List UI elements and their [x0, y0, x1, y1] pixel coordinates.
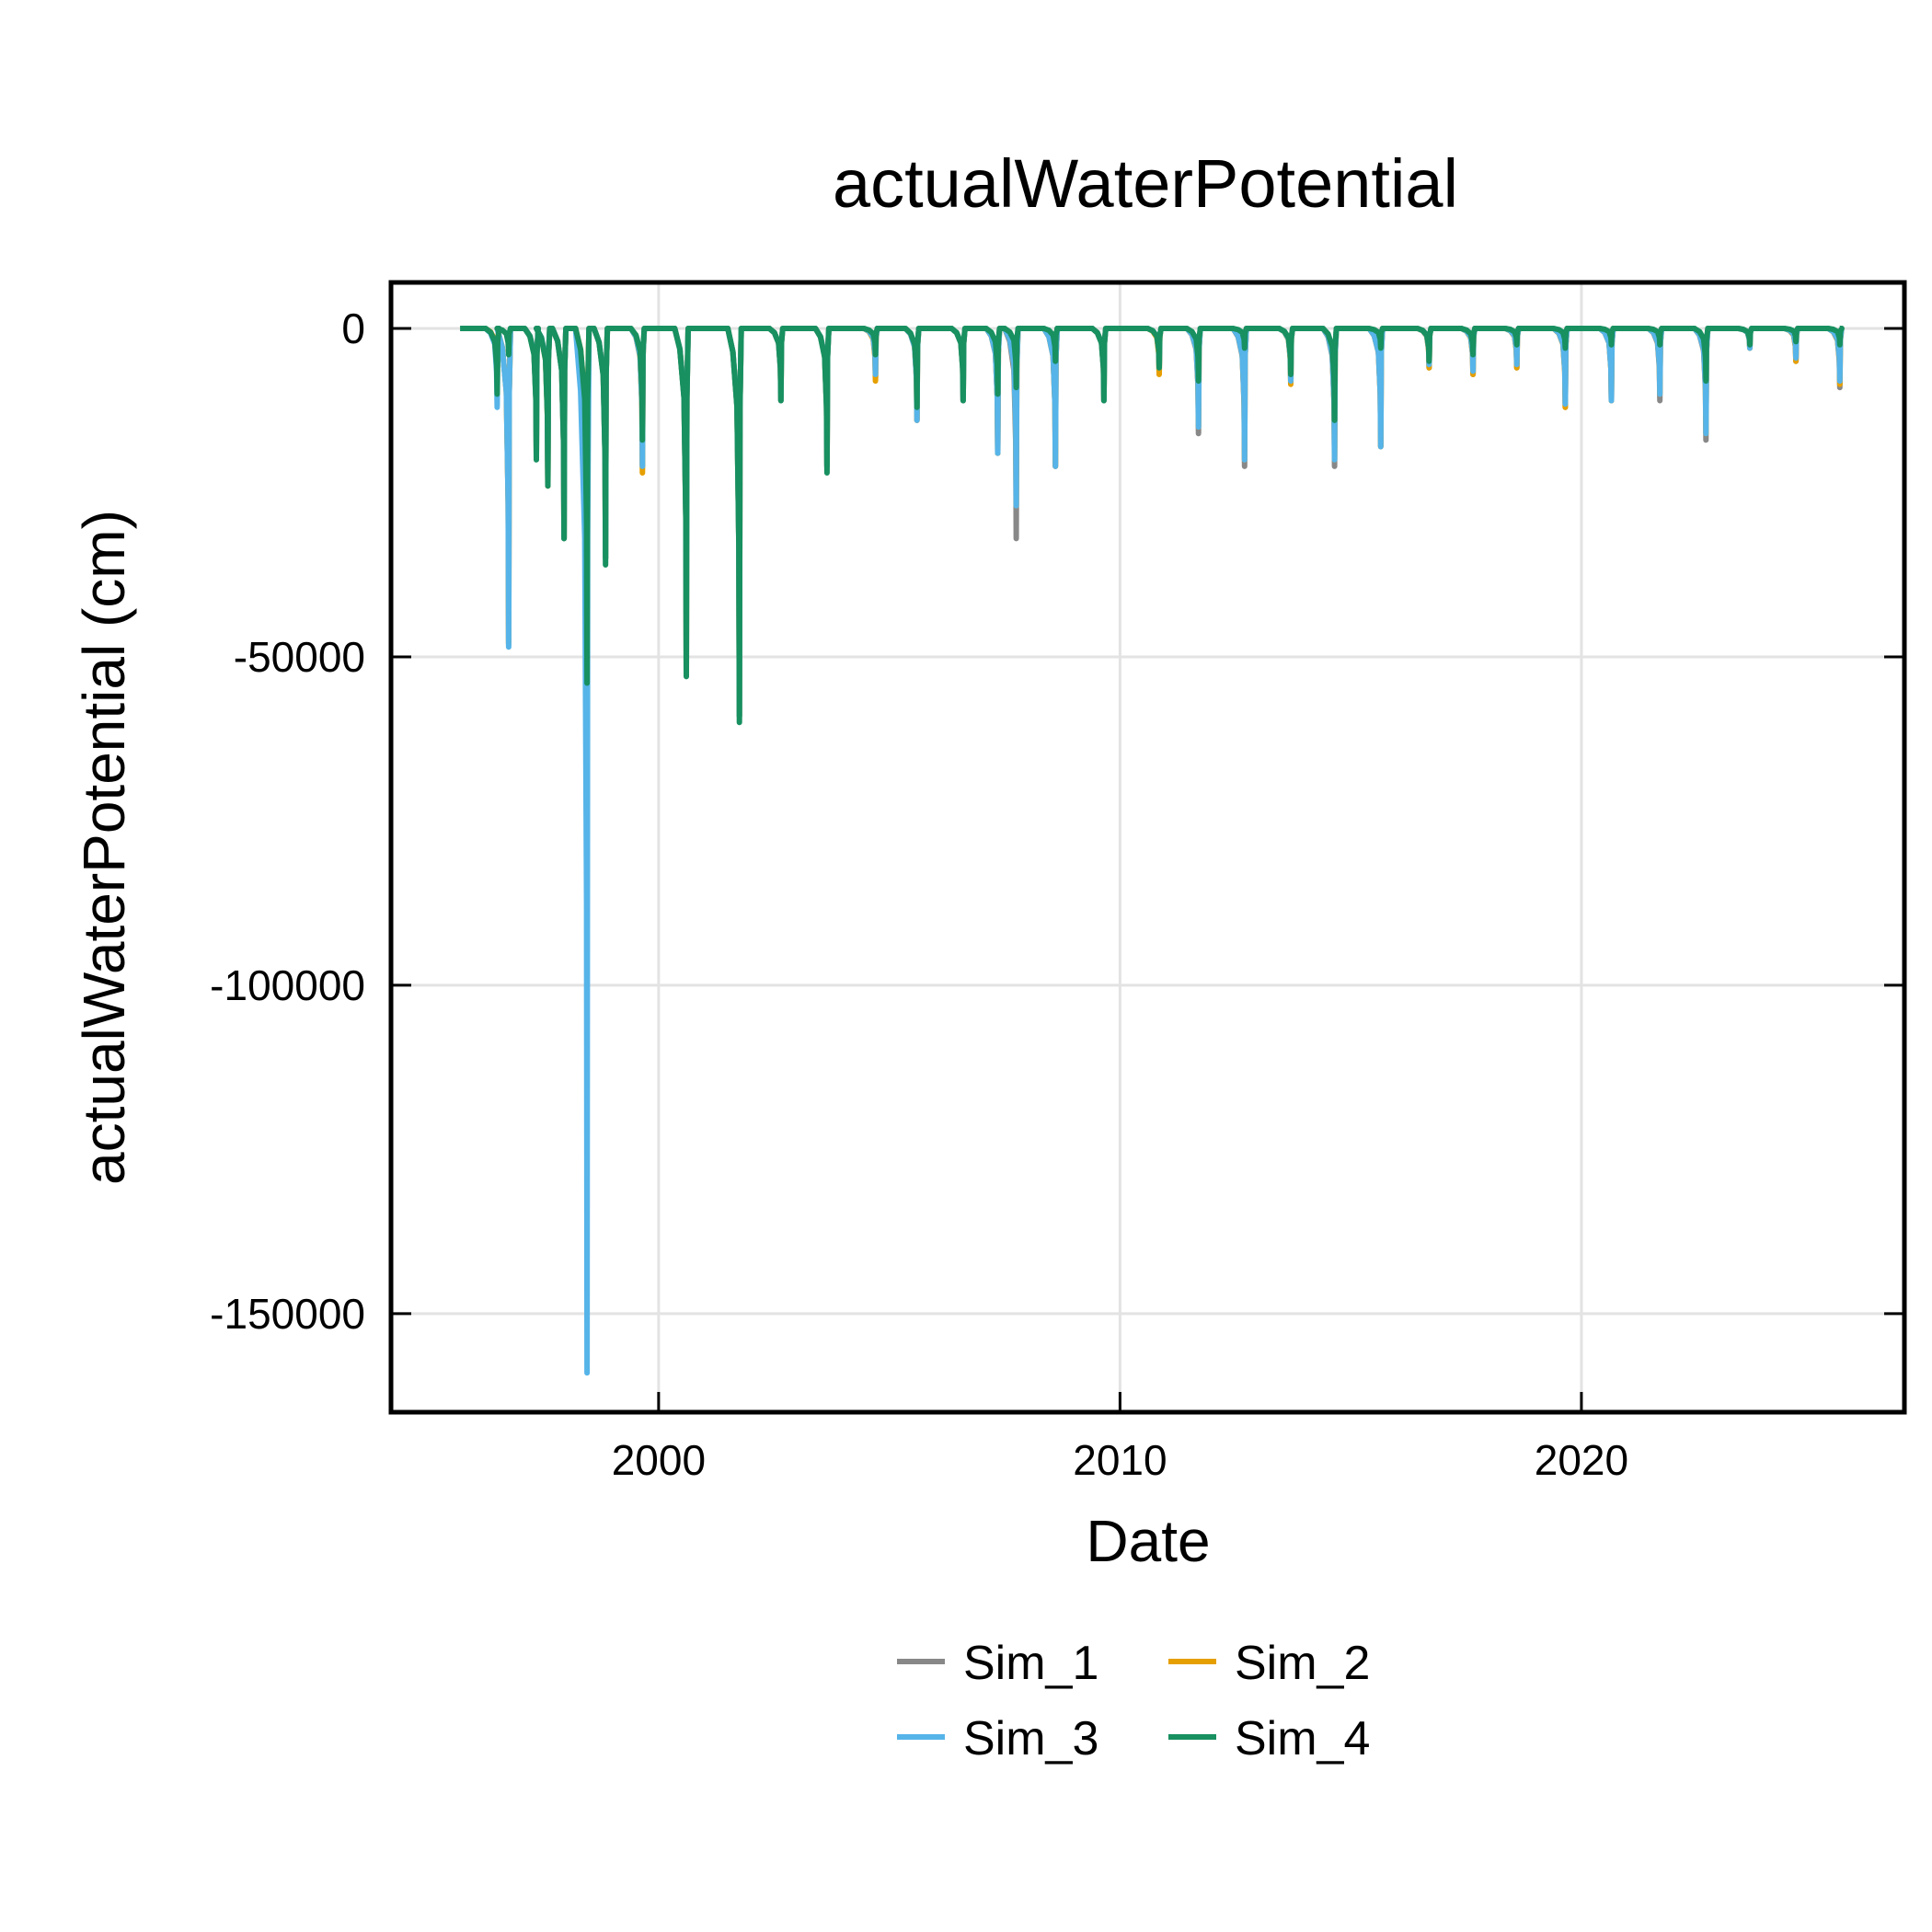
legend-label-0: Sim_1	[963, 1637, 1098, 1690]
legend-label-1: Sim_2	[1235, 1637, 1370, 1690]
legend-item-sim-2: Sim_2	[1168, 1637, 1370, 1690]
ticks	[391, 327, 1904, 1412]
y-tick-label-1: -50000	[234, 633, 365, 681]
legend: Sim_1 Sim_2 Sim_3 Sim_4	[897, 1637, 1370, 1765]
tick-labels: 2000 2010 2020 0 -50000 -100000 -150000	[210, 305, 1628, 1484]
legend-label-3: Sim_4	[1235, 1712, 1370, 1765]
legend-label-2: Sim_3	[963, 1712, 1098, 1765]
x-tick-label-2: 2020	[1535, 1436, 1628, 1484]
legend-item-sim-1: Sim_1	[897, 1637, 1098, 1690]
plot-frame	[388, 280, 1907, 1415]
x-axis-title: Date	[1086, 1508, 1210, 1574]
y-tick-label-2: -100000	[210, 961, 365, 1009]
x-tick-label-0: 2000	[612, 1436, 706, 1484]
grid	[391, 282, 1904, 1412]
legend-item-sim-3: Sim_3	[897, 1712, 1098, 1765]
y-tick-label-3: -150000	[210, 1290, 365, 1338]
y-tick-label-0: 0	[341, 305, 365, 352]
y-axis-title: actualWaterPotential (cm)	[71, 510, 137, 1185]
x-tick-label-1: 2010	[1073, 1436, 1167, 1484]
series-line-sim-4	[460, 326, 1845, 726]
series-line-sim-3	[460, 326, 1845, 1376]
legend-item-sim-4: Sim_4	[1168, 1712, 1370, 1765]
series-layer	[460, 326, 1845, 1376]
chart-title: actualWaterPotential	[833, 145, 1458, 222]
